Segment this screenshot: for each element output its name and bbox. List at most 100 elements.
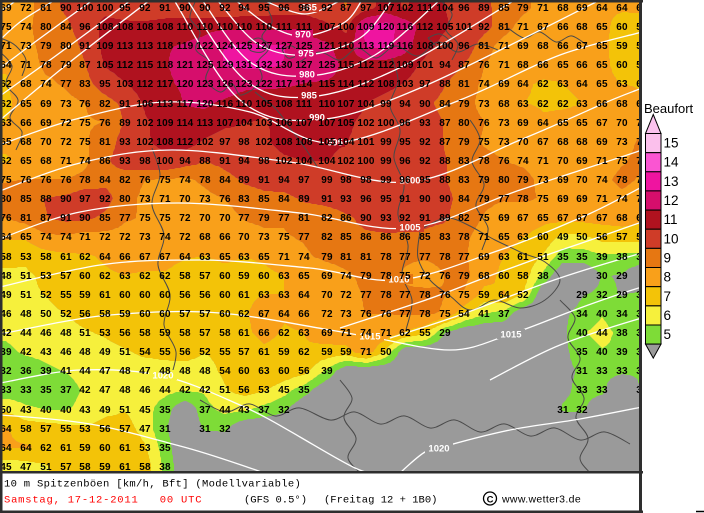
svg-text:78: 78: [439, 252, 451, 263]
svg-text:65: 65: [537, 213, 549, 224]
svg-text:61: 61: [517, 252, 529, 263]
svg-text:34: 34: [576, 309, 588, 320]
svg-text:50: 50: [0, 405, 12, 416]
svg-text:67: 67: [576, 41, 588, 52]
svg-text:110: 110: [236, 99, 253, 110]
svg-text:C: C: [487, 495, 494, 506]
svg-text:108: 108: [96, 22, 114, 33]
svg-text:108: 108: [156, 137, 174, 148]
svg-text:68: 68: [478, 271, 490, 282]
svg-text:88: 88: [439, 175, 451, 186]
svg-text:56: 56: [99, 424, 111, 435]
svg-text:113: 113: [197, 118, 214, 129]
svg-text:58: 58: [179, 271, 191, 282]
svg-text:75: 75: [439, 309, 451, 320]
svg-text:57: 57: [60, 462, 72, 473]
svg-text:85: 85: [20, 194, 32, 205]
svg-text:66: 66: [537, 60, 549, 71]
svg-text:111: 111: [296, 99, 312, 110]
svg-text:51: 51: [537, 252, 549, 263]
svg-text:88: 88: [439, 79, 451, 90]
svg-text:94: 94: [439, 60, 451, 71]
svg-text:39: 39: [321, 366, 333, 377]
svg-text:91: 91: [219, 156, 231, 167]
svg-text:13: 13: [664, 174, 679, 189]
svg-text:104: 104: [337, 137, 355, 148]
svg-text:60: 60: [139, 290, 151, 301]
svg-text:78: 78: [419, 290, 431, 301]
svg-text:78: 78: [380, 290, 392, 301]
svg-text:70: 70: [576, 175, 588, 186]
svg-text:68: 68: [20, 79, 32, 90]
svg-text:75: 75: [0, 22, 12, 33]
svg-text:69: 69: [557, 194, 569, 205]
svg-text:35: 35: [298, 385, 310, 396]
svg-text:87: 87: [439, 137, 451, 148]
svg-text:965: 965: [301, 3, 318, 14]
svg-text:102: 102: [275, 156, 293, 167]
svg-text:59: 59: [79, 443, 91, 454]
svg-text:76: 76: [79, 99, 91, 110]
svg-text:1010: 1010: [388, 275, 409, 286]
svg-text:94: 94: [399, 99, 411, 110]
svg-text:40: 40: [60, 405, 72, 416]
svg-text:64: 64: [0, 60, 12, 71]
svg-text:60: 60: [119, 290, 131, 301]
svg-text:76: 76: [498, 156, 510, 167]
svg-text:42: 42: [0, 328, 12, 339]
svg-text:35: 35: [576, 347, 588, 358]
svg-text:110: 110: [256, 22, 273, 33]
svg-text:75: 75: [79, 137, 91, 148]
svg-text:49: 49: [99, 347, 111, 358]
svg-text:73: 73: [498, 118, 510, 129]
svg-text:94: 94: [238, 156, 250, 167]
svg-text:66: 66: [576, 60, 588, 71]
svg-text:114: 114: [338, 79, 355, 90]
svg-text:99: 99: [321, 175, 333, 186]
svg-text:53: 53: [40, 271, 52, 282]
svg-text:65: 65: [596, 41, 608, 52]
svg-text:32: 32: [596, 290, 608, 301]
svg-text:57: 57: [60, 271, 72, 282]
svg-text:71: 71: [596, 194, 608, 205]
svg-text:32: 32: [576, 405, 588, 416]
svg-text:74: 74: [179, 175, 191, 186]
svg-text:40: 40: [40, 405, 52, 416]
svg-text:57: 57: [238, 347, 250, 358]
svg-text:80: 80: [498, 175, 510, 186]
svg-text:47: 47: [139, 366, 151, 377]
svg-text:75: 75: [0, 175, 12, 186]
svg-text:39: 39: [40, 366, 52, 377]
svg-text:61: 61: [238, 328, 250, 339]
svg-text:78: 78: [458, 232, 470, 243]
svg-text:48: 48: [119, 366, 131, 377]
svg-text:67: 67: [139, 252, 151, 263]
svg-text:33: 33: [20, 385, 32, 396]
svg-text:99: 99: [380, 137, 392, 148]
svg-text:104: 104: [357, 99, 375, 110]
svg-text:46: 46: [60, 347, 72, 358]
svg-text:1000: 1000: [399, 176, 420, 187]
svg-text:51: 51: [40, 462, 52, 473]
svg-text:34: 34: [636, 328, 648, 339]
svg-text:70: 70: [557, 156, 569, 167]
svg-text:112: 112: [358, 79, 375, 90]
svg-text:63: 63: [498, 252, 510, 263]
svg-text:73: 73: [616, 137, 628, 148]
svg-text:110: 110: [177, 22, 194, 33]
svg-text:76: 76: [0, 213, 12, 224]
svg-text:108: 108: [156, 22, 174, 33]
svg-text:60: 60: [219, 271, 231, 282]
svg-text:106: 106: [136, 99, 154, 110]
svg-text:81: 81: [20, 213, 32, 224]
svg-text:74: 74: [340, 271, 352, 282]
svg-text:129: 129: [216, 60, 234, 71]
svg-text:58: 58: [219, 328, 231, 339]
svg-text:80: 80: [458, 118, 470, 129]
svg-text:61: 61: [238, 290, 250, 301]
svg-text:100: 100: [76, 3, 94, 14]
svg-text:90: 90: [79, 213, 91, 224]
svg-text:72: 72: [60, 137, 72, 148]
svg-text:93: 93: [119, 137, 131, 148]
svg-text:120: 120: [377, 22, 395, 33]
